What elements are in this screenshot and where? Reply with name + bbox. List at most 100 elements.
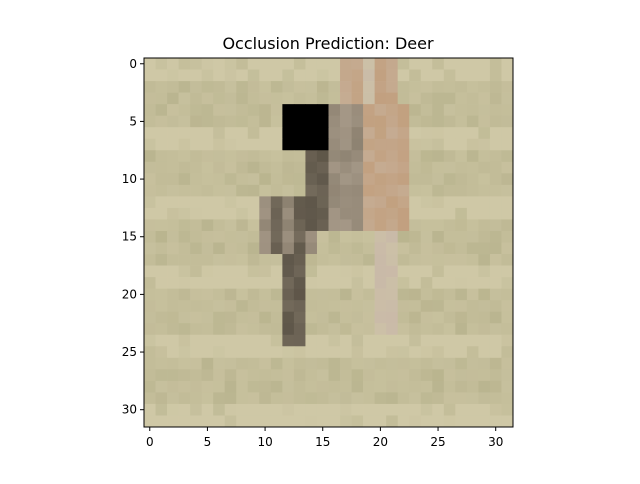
image-pixel (305, 138, 318, 151)
image-pixel (466, 392, 479, 405)
image-pixel (224, 403, 237, 416)
image-pixel (293, 323, 306, 336)
image-pixel (455, 392, 468, 405)
image-pixel (144, 207, 156, 220)
image-pixel (409, 196, 422, 209)
image-pixel (478, 369, 491, 382)
image-pixel (374, 230, 387, 243)
image-pixel (363, 115, 375, 128)
image-pixel (316, 392, 329, 405)
image-pixel (328, 115, 341, 128)
image-pixel (178, 115, 191, 128)
image-pixel (167, 230, 179, 243)
image-pixel (501, 138, 514, 151)
image-pixel (316, 311, 329, 324)
image-pixel (305, 380, 318, 393)
image-pixel (236, 254, 249, 266)
image-pixel (270, 346, 283, 359)
image-pixel (213, 173, 226, 186)
image-pixel (259, 219, 272, 232)
image-pixel (455, 184, 468, 197)
image-pixel (501, 81, 514, 93)
image-pixel (293, 334, 306, 347)
image-pixel (282, 323, 295, 336)
image-pixel (167, 357, 179, 370)
image-pixel (213, 403, 226, 416)
image-pixel (397, 69, 410, 82)
image-pixel (409, 81, 422, 93)
image-pixel (397, 207, 410, 220)
image-pixel (409, 69, 422, 82)
image-pixel (270, 230, 283, 243)
image-pixel (293, 207, 306, 220)
image-pixel (316, 254, 329, 266)
image-pixel (247, 58, 260, 70)
image-pixel (420, 138, 433, 151)
image-pixel (397, 127, 410, 140)
image-pixel (190, 369, 203, 382)
image-pixel (282, 58, 295, 70)
y-tick-label: 10 (122, 172, 137, 186)
image-pixel (328, 323, 341, 336)
image-pixel (455, 369, 468, 382)
image-pixel (489, 58, 502, 70)
image-pixel (167, 265, 179, 278)
image-pixel (236, 173, 249, 186)
image-pixel (363, 173, 375, 186)
image-pixel (420, 150, 433, 163)
image-pixel (363, 242, 375, 255)
image-pixel (489, 415, 502, 428)
image-pixel (293, 242, 306, 255)
image-pixel (155, 242, 168, 255)
image-pixel (363, 196, 375, 209)
image-pixel (351, 219, 364, 232)
image-pixel (178, 58, 191, 70)
image-pixel (201, 254, 214, 266)
image-pixel (178, 138, 191, 151)
image-pixel (501, 196, 514, 209)
image-pixel (455, 219, 468, 232)
image-pixel (224, 58, 237, 70)
image-pixel (190, 219, 203, 232)
image-pixel (328, 403, 341, 416)
image-pixel (293, 115, 306, 128)
image-pixel (374, 300, 387, 313)
image-pixel (190, 207, 203, 220)
image-pixel (190, 277, 203, 289)
image-pixel (178, 277, 191, 289)
image-pixel (489, 403, 502, 416)
image-pixel (374, 58, 387, 70)
image-pixel (363, 138, 375, 151)
image-pixel (247, 127, 260, 140)
image-pixel (501, 242, 514, 255)
image-pixel (201, 138, 214, 151)
image-pixel (178, 196, 191, 209)
image-pixel (316, 150, 329, 163)
image-pixel (190, 58, 203, 70)
image-pixel (466, 403, 479, 416)
image-pixel (270, 184, 283, 197)
image-pixel (409, 184, 422, 197)
image-pixel (270, 288, 283, 301)
image-pixel (351, 357, 364, 370)
image-pixels (144, 58, 514, 428)
image-pixel (178, 346, 191, 359)
image-pixel (478, 242, 491, 255)
image-pixel (270, 150, 283, 163)
image-pixel (155, 369, 168, 382)
image-pixel (374, 415, 387, 428)
image-pixel (213, 207, 226, 220)
image-pixel (455, 380, 468, 393)
image-pixel (293, 415, 306, 428)
image-pixel (409, 242, 422, 255)
image-pixel (155, 380, 168, 393)
image-pixel (478, 81, 491, 93)
image-pixel (397, 150, 410, 163)
image-pixel (328, 357, 341, 370)
image-pixel (443, 265, 456, 278)
image-pixel (201, 219, 214, 232)
image-pixel (224, 219, 237, 232)
image-pixel (213, 184, 226, 197)
image-pixel (144, 173, 156, 186)
image-pixel (201, 403, 214, 416)
